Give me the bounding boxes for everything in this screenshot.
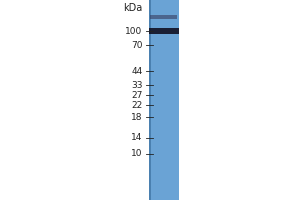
Bar [148,0,178,200]
Text: 70: 70 [131,40,142,49]
Text: 18: 18 [131,112,142,121]
Bar [150,15,177,19]
Text: 44: 44 [131,66,142,75]
Bar [149,28,178,34]
Bar [148,0,151,200]
Text: 22: 22 [131,100,142,110]
Text: 33: 33 [131,80,142,90]
Text: kDa: kDa [123,3,142,13]
Text: 100: 100 [125,26,142,36]
Text: 27: 27 [131,90,142,99]
Text: 10: 10 [131,150,142,158]
Text: 14: 14 [131,134,142,142]
